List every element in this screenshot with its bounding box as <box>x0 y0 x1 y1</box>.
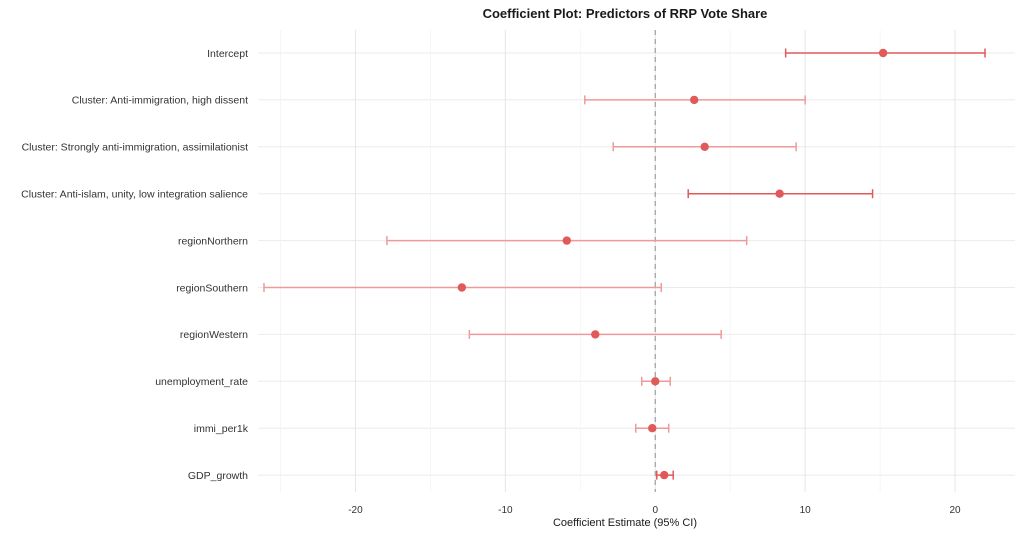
x-tick-label: 10 <box>800 505 812 516</box>
term-label: Cluster: Strongly anti-immigration, assi… <box>22 142 248 154</box>
marks-layer <box>263 48 986 480</box>
coefficient-point <box>878 48 888 58</box>
coefficient-point <box>591 330 600 339</box>
term-label: unemployment_rate <box>155 376 248 388</box>
x-tick-label: 0 <box>652 505 658 516</box>
coefficient-point <box>457 283 467 292</box>
coefficient-point <box>775 189 784 198</box>
x-tick-label: -10 <box>498 505 513 516</box>
coefficient-point <box>651 377 660 386</box>
term-label: Cluster: Anti-immigration, high dissent <box>72 95 248 107</box>
x-tick-label: 20 <box>949 505 961 516</box>
x-axis-title: Coefficient Estimate (95% CI) <box>553 517 697 529</box>
coefficient-point <box>690 95 699 105</box>
term-label: regionNorthern <box>178 235 248 247</box>
x-tick-label: -20 <box>348 505 363 516</box>
x-tick-labels: -20 -10 0 10 20 <box>348 505 961 516</box>
term-label: GDP_growth <box>188 470 248 482</box>
coefficient-point <box>700 142 709 151</box>
coefficient-point <box>660 470 669 480</box>
term-label: regionWestern <box>180 329 248 341</box>
term-label: Cluster: Anti-islam, unity, low integrat… <box>21 189 248 201</box>
term-label: immi_per1k <box>194 423 249 435</box>
chart-title: Coefficient Plot: Predictors of RRP Vote… <box>483 6 768 21</box>
coefficient-point <box>562 236 571 245</box>
term-label: Intercept <box>207 48 248 60</box>
term-label: regionSouthern <box>176 282 248 294</box>
y-tick-labels: Intercept Cluster: Anti-immigration, high… <box>21 48 249 482</box>
coefficient-point <box>648 424 657 433</box>
